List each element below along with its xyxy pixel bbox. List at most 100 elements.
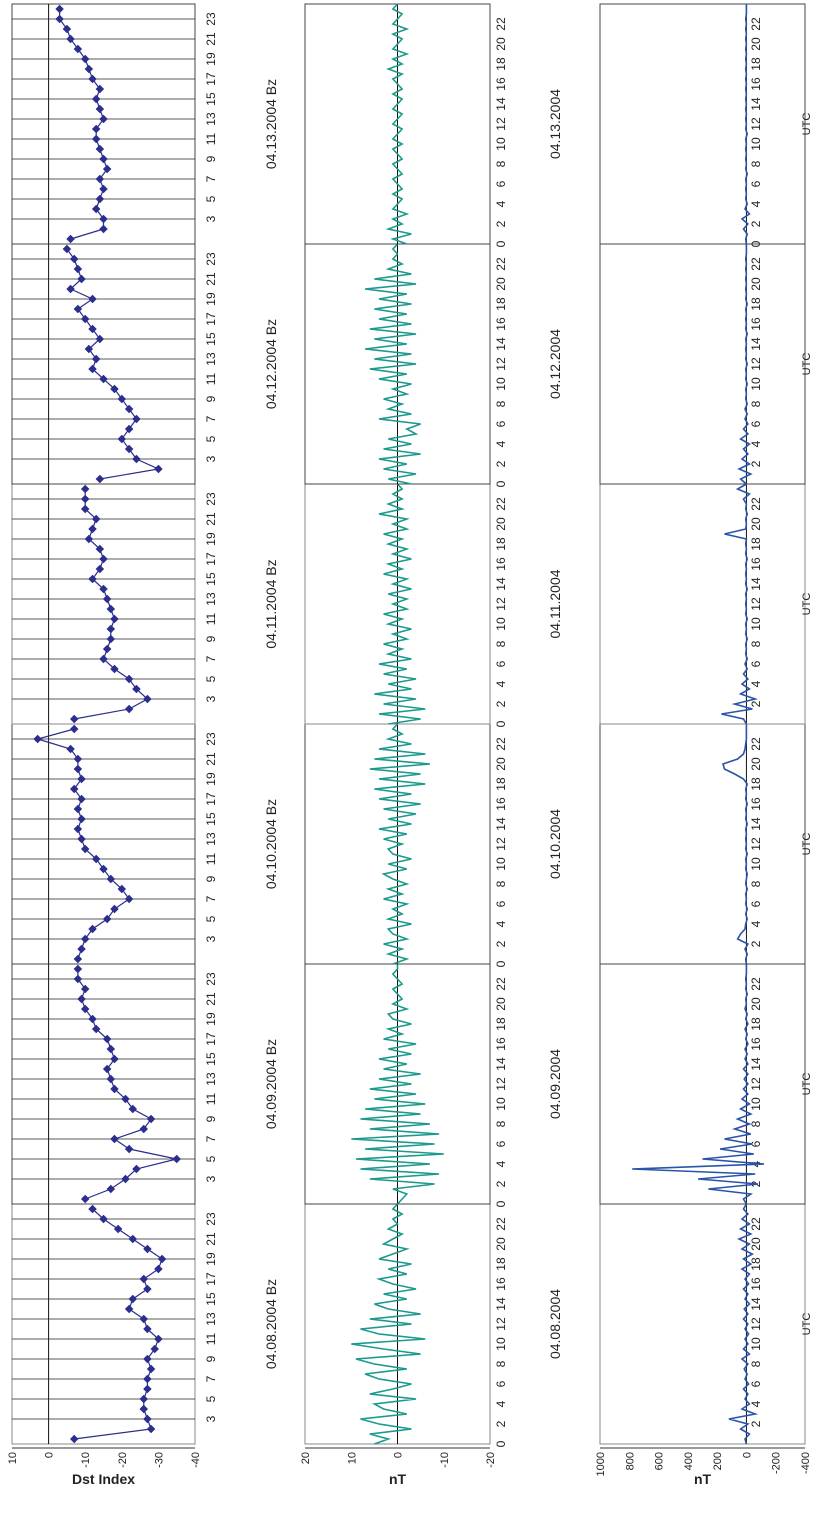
data-marker bbox=[128, 1294, 138, 1304]
x-tick-label: 3 bbox=[204, 1415, 218, 1422]
data-marker bbox=[91, 124, 101, 134]
y-tick-label: -200 bbox=[771, 1452, 783, 1474]
x-tick-label: 19 bbox=[204, 532, 218, 546]
x-tick-label: 18 bbox=[749, 537, 763, 551]
series-line bbox=[74, 489, 149, 720]
x-tick-label: 13 bbox=[204, 592, 218, 606]
data-marker bbox=[139, 1124, 149, 1134]
data-marker bbox=[113, 1224, 123, 1234]
data-marker bbox=[77, 834, 86, 844]
x-tick-label: 11 bbox=[204, 612, 218, 625]
y-tick-label: 800 bbox=[624, 1452, 636, 1470]
data-marker bbox=[73, 304, 83, 314]
x-tick-label: 6 bbox=[749, 1140, 763, 1147]
y-tick-label: -40 bbox=[190, 1452, 202, 1468]
x-tick-label: 12 bbox=[494, 1077, 508, 1091]
data-marker bbox=[77, 994, 86, 1004]
x-tick-label: 6 bbox=[749, 1380, 763, 1387]
x-tick-label: 9 bbox=[204, 635, 218, 642]
x-tick-label: 6 bbox=[494, 1140, 508, 1147]
panel-date-label: 04.13.2004 bbox=[547, 89, 563, 159]
data-marker bbox=[106, 604, 116, 614]
x-tick-label: 20 bbox=[494, 757, 508, 771]
panel-2: 3 5 7 9 11 13 15 17 19 21 23 04.09.2004 Bz bbox=[11, 963, 279, 1205]
x-tick-label: 20 bbox=[749, 997, 763, 1011]
x-tick-label: 8 bbox=[749, 880, 763, 887]
data-marker bbox=[88, 294, 97, 304]
data-marker bbox=[124, 894, 134, 904]
x-tick-label: 20 bbox=[749, 1237, 763, 1251]
x-tick-label: 10 bbox=[749, 377, 763, 391]
data-marker bbox=[66, 234, 75, 244]
panel-frame bbox=[599, 963, 806, 1205]
x-tick-label: 12 bbox=[494, 117, 508, 131]
x-tick-label: 15 bbox=[204, 572, 218, 586]
data-marker bbox=[77, 944, 86, 954]
x-tick-label: 4 bbox=[494, 440, 508, 447]
panel-4: 2 4 6 8 10 12 14 16 18 20 22 UTC bbox=[599, 483, 813, 725]
x-tick-label: 0 bbox=[494, 240, 508, 247]
data-marker bbox=[146, 1424, 156, 1434]
data-marker bbox=[124, 404, 134, 414]
data-marker bbox=[55, 4, 64, 14]
x-tick-label: 9 bbox=[204, 1355, 218, 1362]
x-tick-label: 6 bbox=[749, 900, 763, 907]
data-marker bbox=[102, 914, 112, 924]
x-tick-label: 18 bbox=[749, 1017, 763, 1031]
y-tick-label: -20 bbox=[117, 1452, 129, 1468]
data-marker bbox=[69, 724, 79, 734]
x-tick-label: 16 bbox=[494, 317, 508, 331]
x-tick-label: 8 bbox=[494, 160, 508, 167]
panel-6: 0 2 4 6 8 10 12 14 16 18 20 22 04.13.2004 bbox=[304, 3, 563, 247]
x-tick-label: 12 bbox=[749, 1077, 763, 1091]
x-tick-label: 23 bbox=[204, 252, 218, 266]
series-line bbox=[632, 964, 765, 1205]
data-marker bbox=[154, 464, 163, 474]
x-tick-label: 8 bbox=[494, 1120, 508, 1127]
x-tick-label: 15 bbox=[204, 1292, 218, 1306]
data-marker bbox=[66, 744, 75, 754]
series-line bbox=[59, 9, 108, 240]
x-tick-label: 13 bbox=[204, 1312, 218, 1326]
x-tick-label: 0 bbox=[494, 1440, 508, 1447]
x-tick-label: 12 bbox=[494, 837, 508, 851]
y-tick-label: -30 bbox=[153, 1452, 165, 1468]
x-tick-label: 10 bbox=[494, 1337, 508, 1351]
data-marker bbox=[88, 524, 97, 534]
data-marker bbox=[124, 424, 134, 434]
x-tick-label: 16 bbox=[494, 77, 508, 91]
data-marker bbox=[102, 1064, 112, 1074]
x-tick-label: 22 bbox=[749, 977, 763, 991]
x-tick-label: 3 bbox=[204, 215, 218, 222]
data-marker bbox=[106, 634, 116, 644]
x-tick-label: 0 bbox=[494, 480, 508, 487]
x-tick-label: 8 bbox=[749, 1360, 763, 1367]
x-tick-label: 2 bbox=[749, 700, 763, 707]
data-marker bbox=[106, 1074, 116, 1084]
x-tick-label: 20 bbox=[749, 517, 763, 531]
y-tick-label: 0 bbox=[44, 1452, 56, 1458]
x-tick-label: 16 bbox=[749, 557, 763, 571]
data-marker bbox=[139, 1274, 149, 1284]
x-tick-label: 4 bbox=[494, 680, 508, 687]
data-marker bbox=[99, 114, 108, 124]
data-marker bbox=[110, 614, 119, 624]
y-tick-label: 600 bbox=[654, 1452, 666, 1470]
x-tick-label: 21 bbox=[204, 992, 218, 1006]
x-tick-label: 4 bbox=[494, 200, 508, 207]
x-tick-label: 2 bbox=[494, 700, 508, 707]
data-marker bbox=[80, 54, 90, 64]
data-marker bbox=[66, 34, 75, 44]
x-tick-label: 14 bbox=[494, 97, 508, 111]
panel-date-label: 04.12.2004 bbox=[547, 329, 563, 399]
data-marker bbox=[80, 314, 90, 324]
data-marker bbox=[91, 94, 101, 104]
x-tick-label: 20 bbox=[494, 517, 508, 531]
x-tick-label: 16 bbox=[749, 317, 763, 331]
x-tick-label: 8 bbox=[494, 640, 508, 647]
data-marker bbox=[77, 794, 86, 804]
data-marker bbox=[73, 264, 83, 274]
x-tick-label: 14 bbox=[749, 97, 763, 111]
